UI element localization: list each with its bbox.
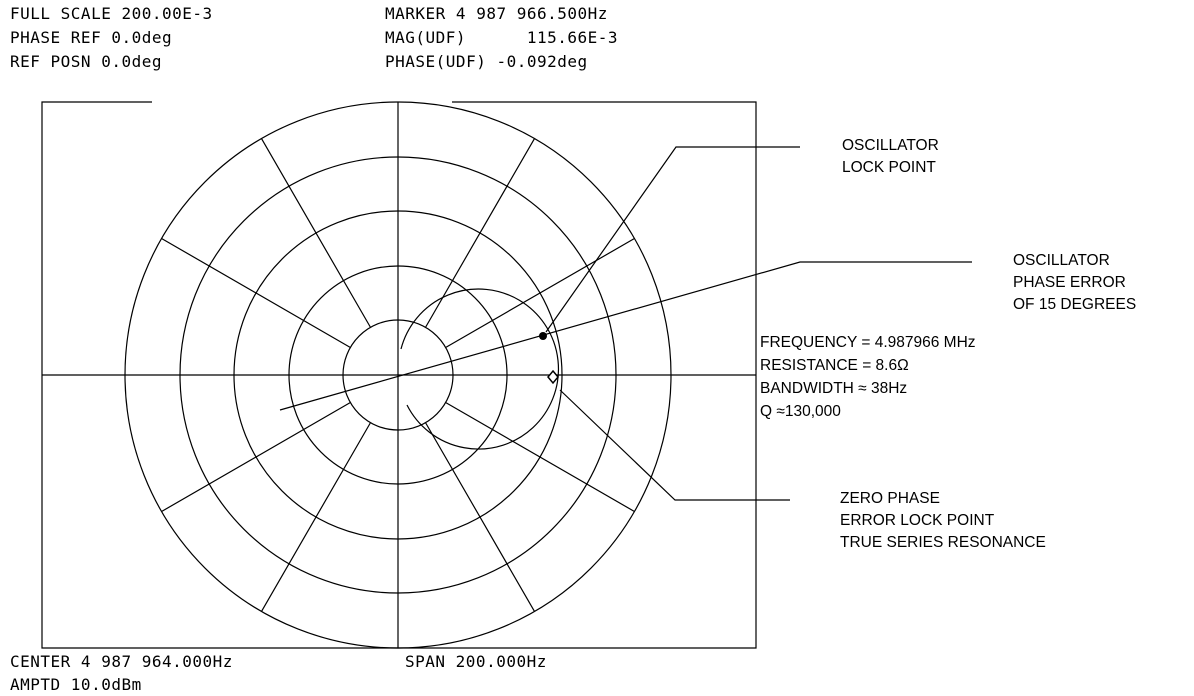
leader-line — [545, 146, 800, 333]
annotation: ERROR LOCK POINT — [840, 512, 995, 529]
grid-spoke — [260, 422, 372, 612]
header-text: MAG(UDF) 115.66E-3 — [385, 28, 618, 47]
zero-phase-marker — [547, 369, 559, 385]
grid-spoke — [445, 237, 635, 349]
leader-line — [279, 261, 972, 411]
annotation: FREQUENCY = 4.987966 MHz — [760, 334, 976, 351]
header-text: PHASE(UDF) -0.092deg — [385, 52, 588, 71]
annotation: Q ≈130,000 — [760, 403, 841, 420]
grid-spoke — [161, 401, 351, 513]
grid-spoke — [260, 138, 372, 328]
annotation: TRUE SERIES RESONANCE — [840, 534, 1046, 551]
leader-line — [559, 389, 790, 501]
header-text: PHASE REF 0.0deg — [10, 28, 172, 47]
annotation: LOCK POINT — [842, 159, 936, 176]
annotation: ZERO PHASE — [840, 490, 940, 507]
header-text: MARKER 4 987 966.500Hz — [385, 4, 608, 23]
grid-spoke — [424, 422, 536, 612]
annotation: OF 15 DEGREES — [1013, 296, 1136, 313]
annotation: OSCILLATOR — [1013, 252, 1110, 269]
grid-spoke — [424, 138, 536, 328]
footer-text: AMPTD 10.0dBm — [10, 675, 142, 694]
header-text: FULL SCALE 200.00E-3 — [10, 4, 213, 23]
footer-text: SPAN 200.000Hz — [405, 652, 547, 671]
annotation: PHASE ERROR — [1013, 274, 1126, 291]
annotation: OSCILLATOR — [842, 137, 939, 154]
grid-spoke — [445, 401, 635, 513]
resonance-curve — [400, 288, 560, 450]
annotation: BANDWIDTH ≈ 38Hz — [760, 380, 907, 397]
grid-spoke — [161, 237, 351, 349]
polar-grid — [41, 101, 757, 649]
annotation: RESISTANCE = 8.6Ω — [760, 357, 909, 374]
header-text: REF POSN 0.0deg — [10, 52, 162, 71]
footer-text: CENTER 4 987 964.000Hz — [10, 652, 233, 671]
